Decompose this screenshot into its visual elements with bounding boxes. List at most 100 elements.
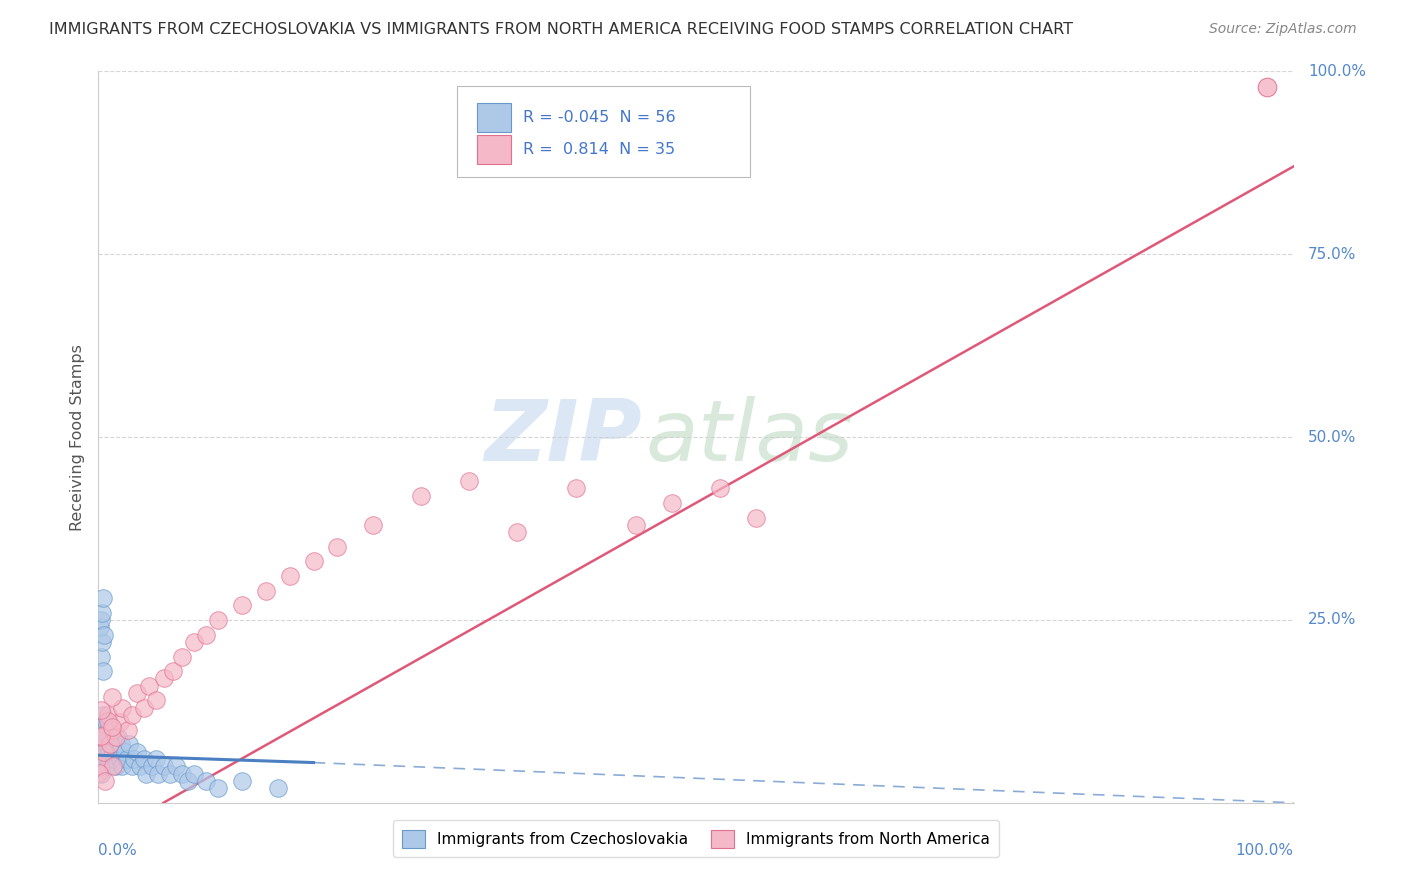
Point	[148, 766, 170, 780]
Point	[183, 635, 205, 649]
Text: R =  0.814  N = 35: R = 0.814 N = 35	[523, 142, 675, 157]
Point	[90, 613, 112, 627]
FancyBboxPatch shape	[477, 135, 510, 164]
Point	[108, 715, 131, 730]
Point	[118, 737, 141, 751]
Point	[231, 773, 253, 788]
Point	[100, 737, 122, 751]
Point	[98, 730, 121, 744]
FancyBboxPatch shape	[477, 103, 510, 132]
Point	[458, 474, 481, 488]
Point	[90, 729, 112, 743]
Point	[94, 773, 117, 788]
Point	[132, 752, 155, 766]
Point	[162, 664, 184, 678]
Point	[91, 715, 114, 730]
Point	[145, 752, 167, 766]
Point	[125, 745, 148, 759]
Text: 0.0%: 0.0%	[98, 843, 138, 858]
Point	[363, 517, 385, 532]
Point	[411, 489, 433, 503]
Point	[207, 613, 229, 627]
Point	[267, 781, 290, 796]
Point	[91, 708, 114, 723]
Point	[93, 730, 115, 744]
Point	[302, 554, 325, 568]
Point	[91, 730, 114, 744]
Point	[177, 773, 200, 788]
Point	[91, 591, 114, 605]
Point	[93, 627, 115, 641]
Point	[94, 745, 117, 759]
Point	[91, 737, 114, 751]
Point	[165, 759, 187, 773]
Point	[207, 781, 229, 796]
Point	[96, 737, 118, 751]
Point	[709, 481, 731, 495]
Point	[125, 686, 148, 700]
Point	[98, 737, 122, 751]
Point	[100, 723, 122, 737]
Text: 100.0%: 100.0%	[1236, 843, 1294, 858]
Point	[172, 649, 194, 664]
Point	[91, 745, 114, 759]
Point	[104, 737, 127, 751]
Point	[121, 759, 143, 773]
Point	[145, 693, 167, 707]
Point	[89, 620, 111, 634]
Point	[101, 723, 124, 737]
Text: ZIP: ZIP	[485, 395, 643, 479]
Point	[89, 737, 111, 751]
Point	[153, 759, 176, 773]
Text: 25.0%: 25.0%	[1308, 613, 1357, 627]
Point	[100, 690, 122, 705]
Point	[87, 766, 110, 780]
Point	[111, 759, 134, 773]
Point	[97, 759, 120, 773]
Point	[105, 730, 128, 744]
Point	[153, 672, 176, 686]
Point	[90, 752, 112, 766]
Text: R = -0.045  N = 56: R = -0.045 N = 56	[523, 110, 675, 125]
Point	[98, 745, 121, 759]
Point	[89, 759, 111, 773]
Point	[124, 752, 146, 766]
Point	[101, 720, 124, 734]
Text: 75.0%: 75.0%	[1308, 247, 1357, 261]
Point	[626, 517, 648, 532]
Point	[101, 759, 124, 773]
Point	[91, 635, 114, 649]
Point	[94, 715, 117, 730]
Point	[97, 708, 120, 723]
Text: 50.0%: 50.0%	[1308, 430, 1357, 444]
Point	[91, 730, 114, 744]
Point	[138, 679, 160, 693]
Point	[108, 752, 131, 766]
Point	[254, 583, 277, 598]
Point	[129, 759, 152, 773]
Point	[115, 752, 138, 766]
Point	[98, 752, 122, 766]
Point	[93, 723, 115, 737]
Text: atlas: atlas	[645, 395, 853, 479]
Point	[103, 752, 125, 766]
Point	[506, 525, 529, 540]
Point	[91, 664, 114, 678]
Point	[117, 723, 139, 737]
Point	[101, 745, 124, 759]
Point	[105, 759, 128, 773]
Point	[114, 745, 136, 759]
Point	[183, 766, 205, 780]
Point	[89, 759, 111, 773]
Point	[107, 745, 129, 759]
Legend: Immigrants from Czechoslovakia, Immigrants from North America: Immigrants from Czechoslovakia, Immigran…	[392, 821, 1000, 857]
Y-axis label: Receiving Food Stamps: Receiving Food Stamps	[70, 343, 86, 531]
Point	[135, 766, 157, 780]
Point	[97, 723, 120, 737]
Point	[96, 752, 118, 766]
Point	[231, 599, 253, 613]
Point	[141, 759, 163, 773]
Point	[90, 723, 112, 737]
Point	[90, 649, 112, 664]
Text: 100.0%: 100.0%	[1308, 64, 1365, 78]
